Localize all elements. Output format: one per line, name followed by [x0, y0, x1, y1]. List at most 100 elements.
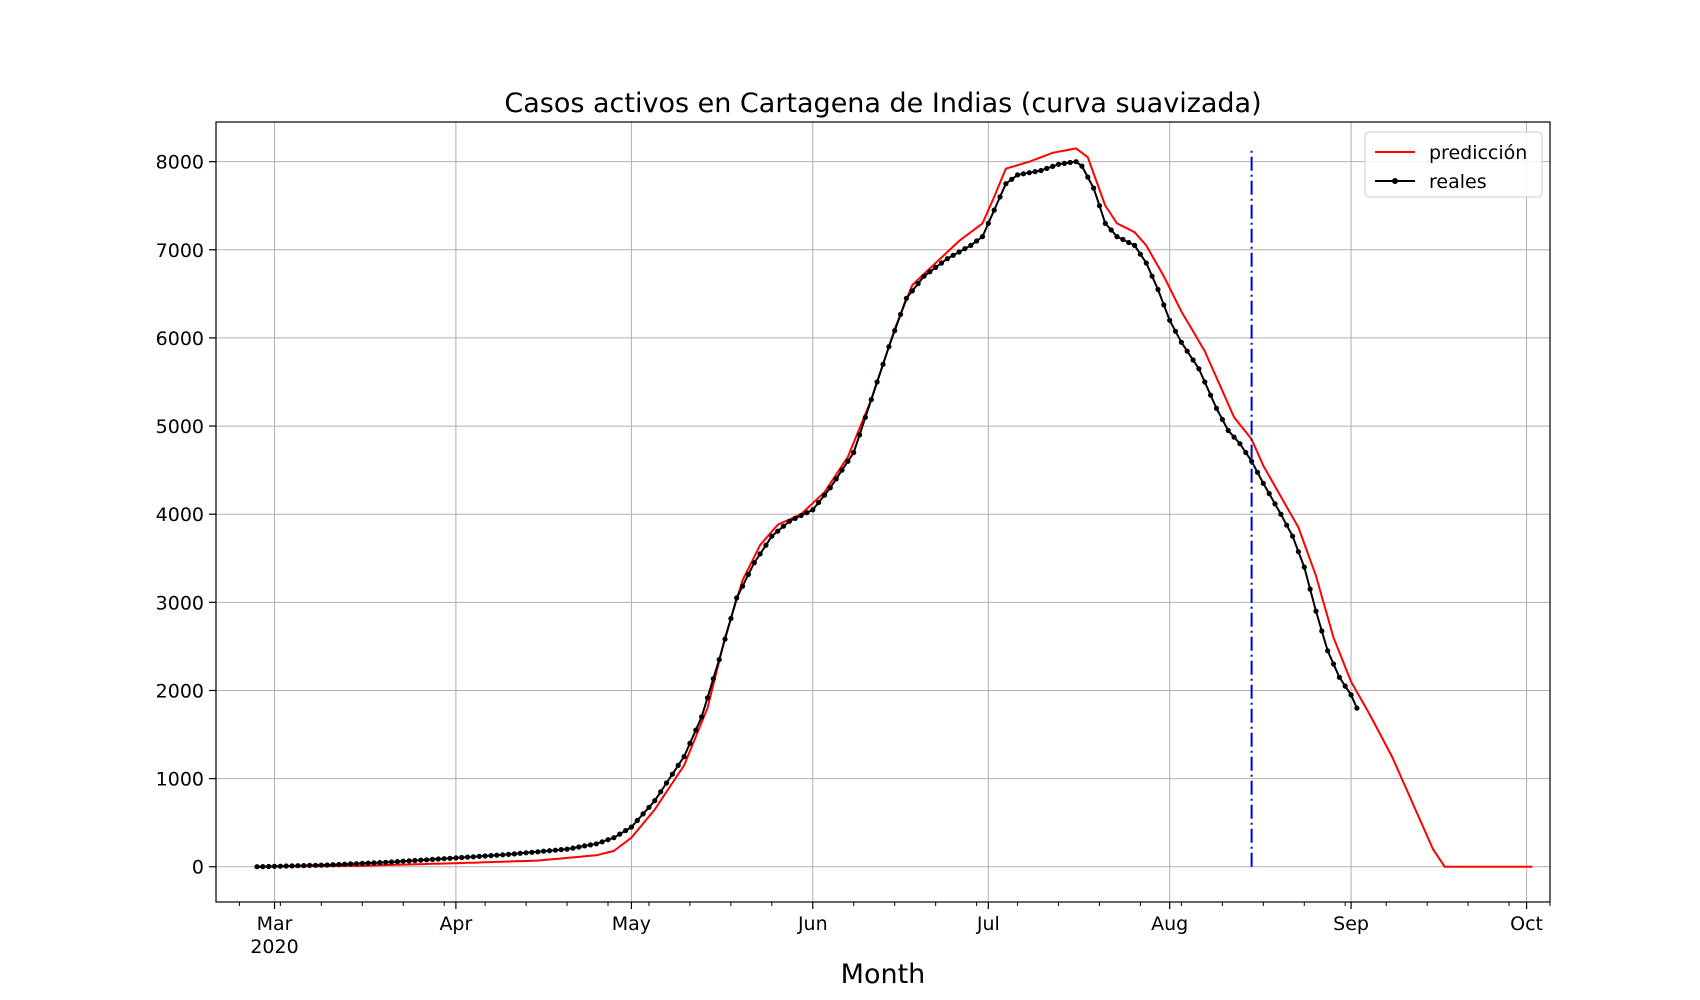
series-point-1 [1290, 533, 1296, 539]
series-point-1 [505, 851, 512, 858]
grid [216, 122, 1550, 902]
y-tick-label: 0 [192, 857, 204, 879]
series-point-1 [985, 220, 991, 226]
series-point-1 [640, 811, 646, 817]
series-point-1 [646, 804, 652, 810]
x-tick-sublabel: 2020 [250, 936, 298, 958]
series-point-1 [295, 863, 301, 869]
series-point-1 [751, 560, 757, 566]
series-point-1 [693, 727, 699, 733]
series-point-1 [1114, 234, 1120, 240]
series-point-1 [757, 551, 763, 557]
series-point-1 [523, 850, 529, 856]
series-point-1 [1219, 416, 1225, 423]
series-point-1 [1073, 159, 1079, 165]
series-point-1 [892, 328, 898, 334]
series-point-1 [1172, 328, 1179, 334]
series-point-1 [903, 295, 910, 301]
y-tick-label: 4000 [156, 504, 204, 526]
y-tick-label: 2000 [156, 680, 204, 702]
series-point-1 [1336, 674, 1342, 680]
series-point-1 [301, 863, 307, 869]
series-point-1 [529, 849, 535, 855]
series-layer [254, 147, 1533, 870]
series-point-1 [1091, 185, 1097, 191]
series-point-1 [722, 636, 728, 642]
series-point-1 [482, 853, 488, 859]
series-point-1 [909, 288, 915, 294]
series-point-1 [1190, 357, 1196, 363]
series-point-1 [371, 860, 377, 866]
x-tick-label: Oct [1510, 913, 1543, 935]
series-point-1 [517, 850, 523, 856]
y-tick-label: 1000 [156, 769, 204, 791]
series-point-1 [447, 855, 453, 861]
series-point-1 [1061, 160, 1067, 166]
series-point-1 [862, 414, 869, 420]
series-point-1 [675, 762, 681, 769]
series-point-1 [1202, 379, 1208, 385]
series-point-1 [851, 449, 857, 456]
series-point-1 [786, 518, 793, 524]
series-point-1 [1032, 169, 1038, 175]
series-point-1 [979, 234, 986, 240]
series-point-1 [874, 379, 880, 385]
series-point-1 [312, 862, 319, 868]
series-point-1 [1137, 251, 1143, 257]
series-point-1 [1149, 273, 1155, 279]
y-tick-label: 6000 [156, 328, 204, 350]
series-point-1 [810, 507, 816, 513]
series-point-1 [1178, 339, 1184, 345]
series-point-1 [915, 281, 921, 287]
series-point-1 [1342, 683, 1348, 689]
series-point-1 [1108, 227, 1114, 233]
series-point-1 [1307, 586, 1313, 592]
chart-title: Casos activos en Cartagena de Indias (cu… [504, 88, 1261, 119]
series-point-1 [775, 528, 781, 534]
series-point-1 [330, 862, 336, 868]
series-point-1 [1096, 203, 1103, 209]
series-point-1 [441, 856, 447, 862]
series-point-1 [388, 859, 395, 865]
y-tick-label: 8000 [156, 152, 204, 174]
series-point-1 [962, 246, 968, 252]
series-point-1 [383, 859, 389, 865]
series-point-1 [1120, 236, 1126, 243]
series-point-1 [570, 845, 576, 851]
series-point-1 [933, 264, 939, 270]
series-point-1 [470, 854, 476, 860]
series-point-1 [266, 863, 272, 870]
series-point-1 [1015, 172, 1021, 178]
plot-frame [215, 121, 1551, 903]
series-point-1 [453, 855, 459, 861]
series-point-1 [792, 515, 798, 522]
legend-label-0: predicción [1429, 142, 1527, 164]
series-point-1 [704, 695, 711, 701]
series-point-1 [336, 861, 342, 868]
series-point-1 [406, 858, 412, 864]
series-point-1 [593, 841, 599, 847]
series-point-1 [734, 595, 740, 601]
series-point-1 [745, 571, 752, 578]
series-point-1 [435, 856, 441, 862]
series-point-1 [921, 273, 927, 279]
series-point-1 [353, 861, 359, 867]
series-point-1 [1044, 165, 1050, 171]
series-point-1 [576, 844, 582, 850]
series-point-1 [857, 432, 863, 438]
x-tick-label: Jul [976, 913, 1000, 935]
series-point-1 [476, 853, 482, 860]
series-point-1 [1272, 501, 1278, 507]
x-tick-label: Sep [1333, 913, 1369, 935]
series-point-1 [833, 476, 839, 482]
series-point-1 [763, 542, 769, 548]
series-point-1 [424, 857, 430, 863]
series-point-1 [740, 583, 746, 589]
series-point-1 [991, 207, 997, 213]
series-point-1 [839, 467, 845, 473]
series-point-1 [868, 397, 874, 403]
series-point-1 [342, 861, 348, 867]
series-point-1 [827, 485, 833, 491]
series-point-1 [886, 344, 892, 350]
